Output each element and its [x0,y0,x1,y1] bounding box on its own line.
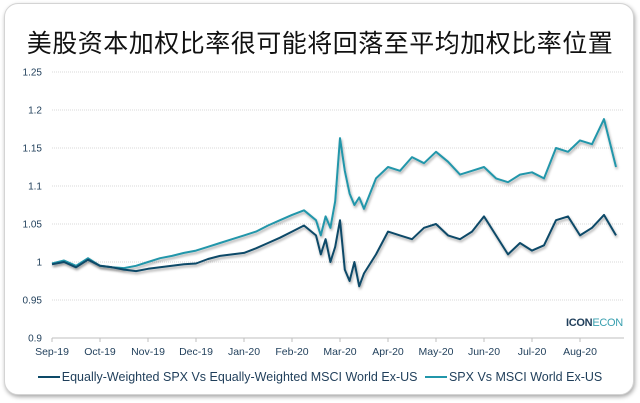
series-lines [51,118,617,288]
x-tick-label: Mar-20 [323,346,356,358]
x-tick-label: Dec-19 [179,346,213,358]
y-tick-label: 0.95 [23,296,43,307]
y-tick-label: 1.15 [23,144,43,155]
x-tick-label: Jun-20 [468,346,500,358]
legend-label: SPX Vs MSCI World Ex-US [448,370,603,384]
legend-item-equally-weighted: Equally-Weighted SPX Vs Equally-Weighted… [37,370,418,384]
x-axis: Sep-19 Oct-19 Nov-19 Dec-19 Jan-20 Feb-20 Mar-… [35,338,597,358]
x-tick-label: Nov-19 [131,346,165,358]
gridlines [52,71,624,339]
x-tick-label: Sep-19 [35,346,69,358]
legend-item-spx: SPX Vs MSCI World Ex-US [424,370,603,384]
x-tick-label: Jul-20 [518,346,547,358]
chart-legend: Equally-Weighted SPX Vs Equally-Weighted… [0,367,640,384]
x-tick-label: Feb-20 [275,346,308,358]
y-tick-label: 1.2 [28,106,42,117]
chart-frame [4,3,634,395]
y-tick-label: 1 [36,258,42,269]
series-line-equally-weighted [51,213,617,288]
series-line-spx-vs-msci [51,118,617,270]
y-tick-label: 1.05 [23,220,43,231]
y-tick-label: 0.9 [28,334,42,345]
x-tick-label: May-20 [418,346,453,358]
legend-label: Equally-Weighted SPX Vs Equally-Weighted… [61,370,418,384]
x-tick-label: Aug-20 [563,346,597,358]
x-tick-label: Jan-20 [228,346,260,358]
x-tick-label: Apr-20 [372,346,404,358]
legend-swatch-dark [37,376,60,378]
x-tick-label: Oct-19 [84,346,116,358]
y-axis-ticks: 0.9 0.95 1 1.05 1.1 1.15 1.2 1.25 [23,68,43,345]
y-tick-label: 1.25 [23,68,43,79]
iconecon-logo: ICONECON [566,317,623,329]
y-tick-label: 1.1 [28,182,42,193]
legend-swatch-light [424,376,447,378]
chart-title: 美股资本加权比率很可能将回落至平均加权比率位置 [26,29,614,58]
